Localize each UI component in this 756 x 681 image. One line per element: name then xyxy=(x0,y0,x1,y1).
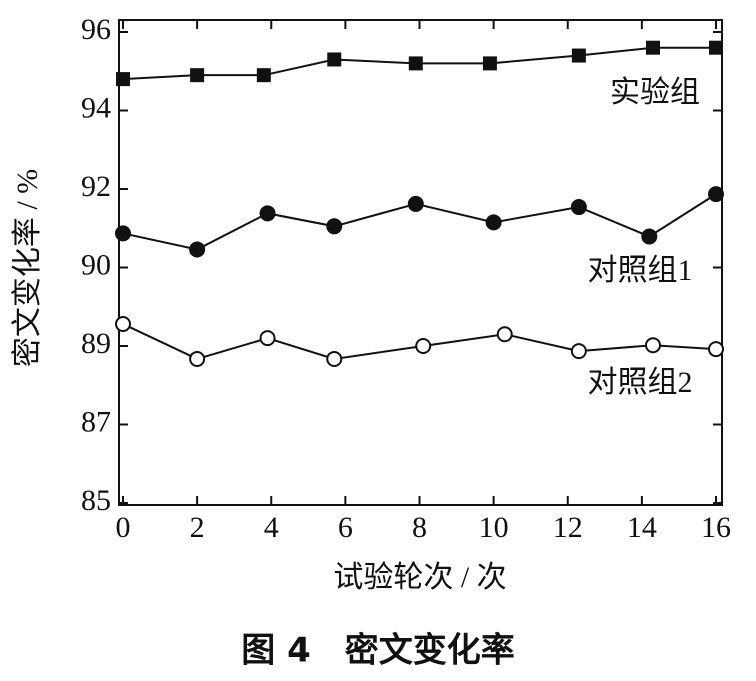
series-label: 对照组2 xyxy=(588,366,693,399)
marker xyxy=(708,341,724,358)
y-tick-label: 89 xyxy=(81,327,111,360)
marker xyxy=(571,48,586,63)
marker xyxy=(189,350,206,367)
marker xyxy=(327,52,342,67)
marker xyxy=(189,241,206,258)
y-axis-label: 密文变化率 / % xyxy=(11,169,44,367)
marker xyxy=(415,338,432,354)
marker xyxy=(259,330,276,347)
series-label: 对照组1 xyxy=(588,254,693,287)
x-axis-label: 试验轮次 / 次 xyxy=(333,561,506,594)
marker xyxy=(482,56,497,71)
marker xyxy=(641,228,658,245)
marker xyxy=(570,343,587,360)
y-tick-label: 87 xyxy=(81,405,111,438)
marker xyxy=(708,186,724,203)
marker xyxy=(407,195,424,212)
y-tick-label: 92 xyxy=(81,170,111,203)
marker xyxy=(259,205,276,222)
marker xyxy=(326,218,343,235)
caption: 图 4 密文变化率 xyxy=(241,631,515,671)
marker xyxy=(256,68,271,83)
y-tick-label: 90 xyxy=(81,248,111,281)
marker xyxy=(485,214,502,231)
marker xyxy=(190,68,205,83)
x-tick-label: 4 xyxy=(264,511,279,544)
y-tick-label: 96 xyxy=(81,13,111,46)
marker xyxy=(116,72,130,87)
x-tick-label: 0 xyxy=(116,511,131,544)
marker xyxy=(326,350,343,367)
marker xyxy=(709,40,723,55)
x-tick-label: 16 xyxy=(701,511,731,544)
x-tick-label: 14 xyxy=(627,511,657,544)
marker xyxy=(115,316,131,333)
y-tick-label: 85 xyxy=(81,484,111,517)
marker xyxy=(645,40,660,55)
x-tick-label: 6 xyxy=(338,511,353,544)
marker xyxy=(570,199,587,216)
marker xyxy=(644,337,661,354)
series-label: 实验组 xyxy=(610,76,700,109)
marker xyxy=(496,326,513,343)
x-tick-label: 12 xyxy=(553,511,583,544)
marker xyxy=(115,225,131,242)
x-tick-label: 8 xyxy=(412,511,427,544)
marker xyxy=(408,56,423,71)
x-tick-label: 2 xyxy=(190,511,205,544)
y-tick-label: 94 xyxy=(81,91,111,124)
x-tick-label: 10 xyxy=(479,511,509,544)
